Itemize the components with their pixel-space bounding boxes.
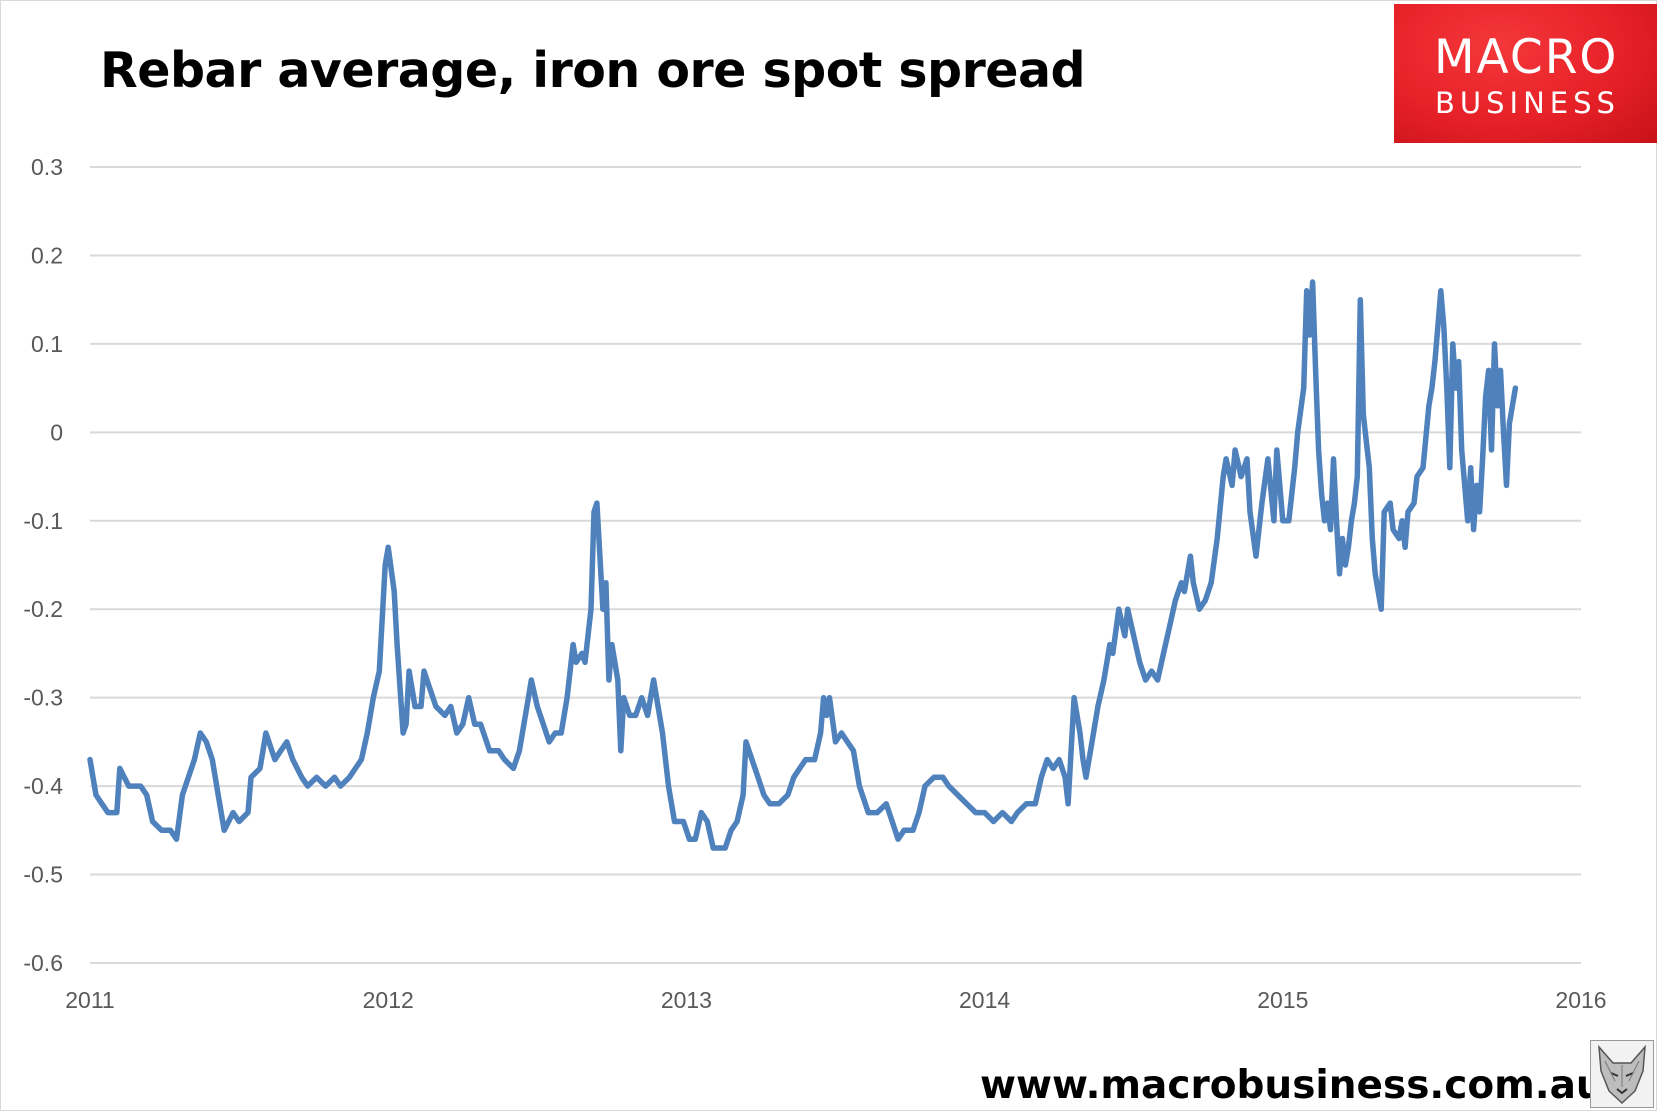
y-tick-label: 0.2 [31,242,63,268]
chart-title: Rebar average, iron ore spot spread [100,42,1086,99]
y-tick-label: -0.6 [23,950,63,976]
y-axis-ticks: 0.3 0.2 0.1 0 -0.1 -0.2 -0.3 -0.4 -0.5 -0.6 [23,154,63,976]
y-tick-label: -0.3 [23,685,63,711]
y-tick-label: -0.5 [23,862,63,888]
y-tick-label: 0 [50,419,63,445]
gridlines [90,166,1581,964]
wolf-logo-icon [1590,1040,1654,1108]
y-tick-label: -0.4 [23,773,63,799]
y-tick-label: -0.2 [23,596,63,622]
macrobusiness-logo: MACRO BUSINESS [1394,4,1657,143]
x-axis-ticks: 2011 2012 2013 2014 2015 2016 [65,987,1606,1013]
footer-url: www.macrobusiness.com.au [980,1063,1604,1108]
x-tick-label: 2012 [363,987,414,1013]
series-group [87,279,1519,851]
x-tick-label: 2016 [1555,987,1606,1013]
logo-line-1: MACRO [1434,30,1619,85]
x-tick-label: 2015 [1257,987,1308,1013]
series-line [87,279,1519,851]
x-tick-label: 2014 [959,987,1010,1013]
x-tick-label: 2011 [65,987,114,1013]
x-tick-label: 2013 [661,987,712,1013]
y-tick-label: 0.3 [31,154,63,180]
logo-line-2: BUSINESS [1435,86,1620,120]
y-tick-label: -0.1 [23,508,63,534]
y-tick-label: 0.1 [31,331,63,357]
